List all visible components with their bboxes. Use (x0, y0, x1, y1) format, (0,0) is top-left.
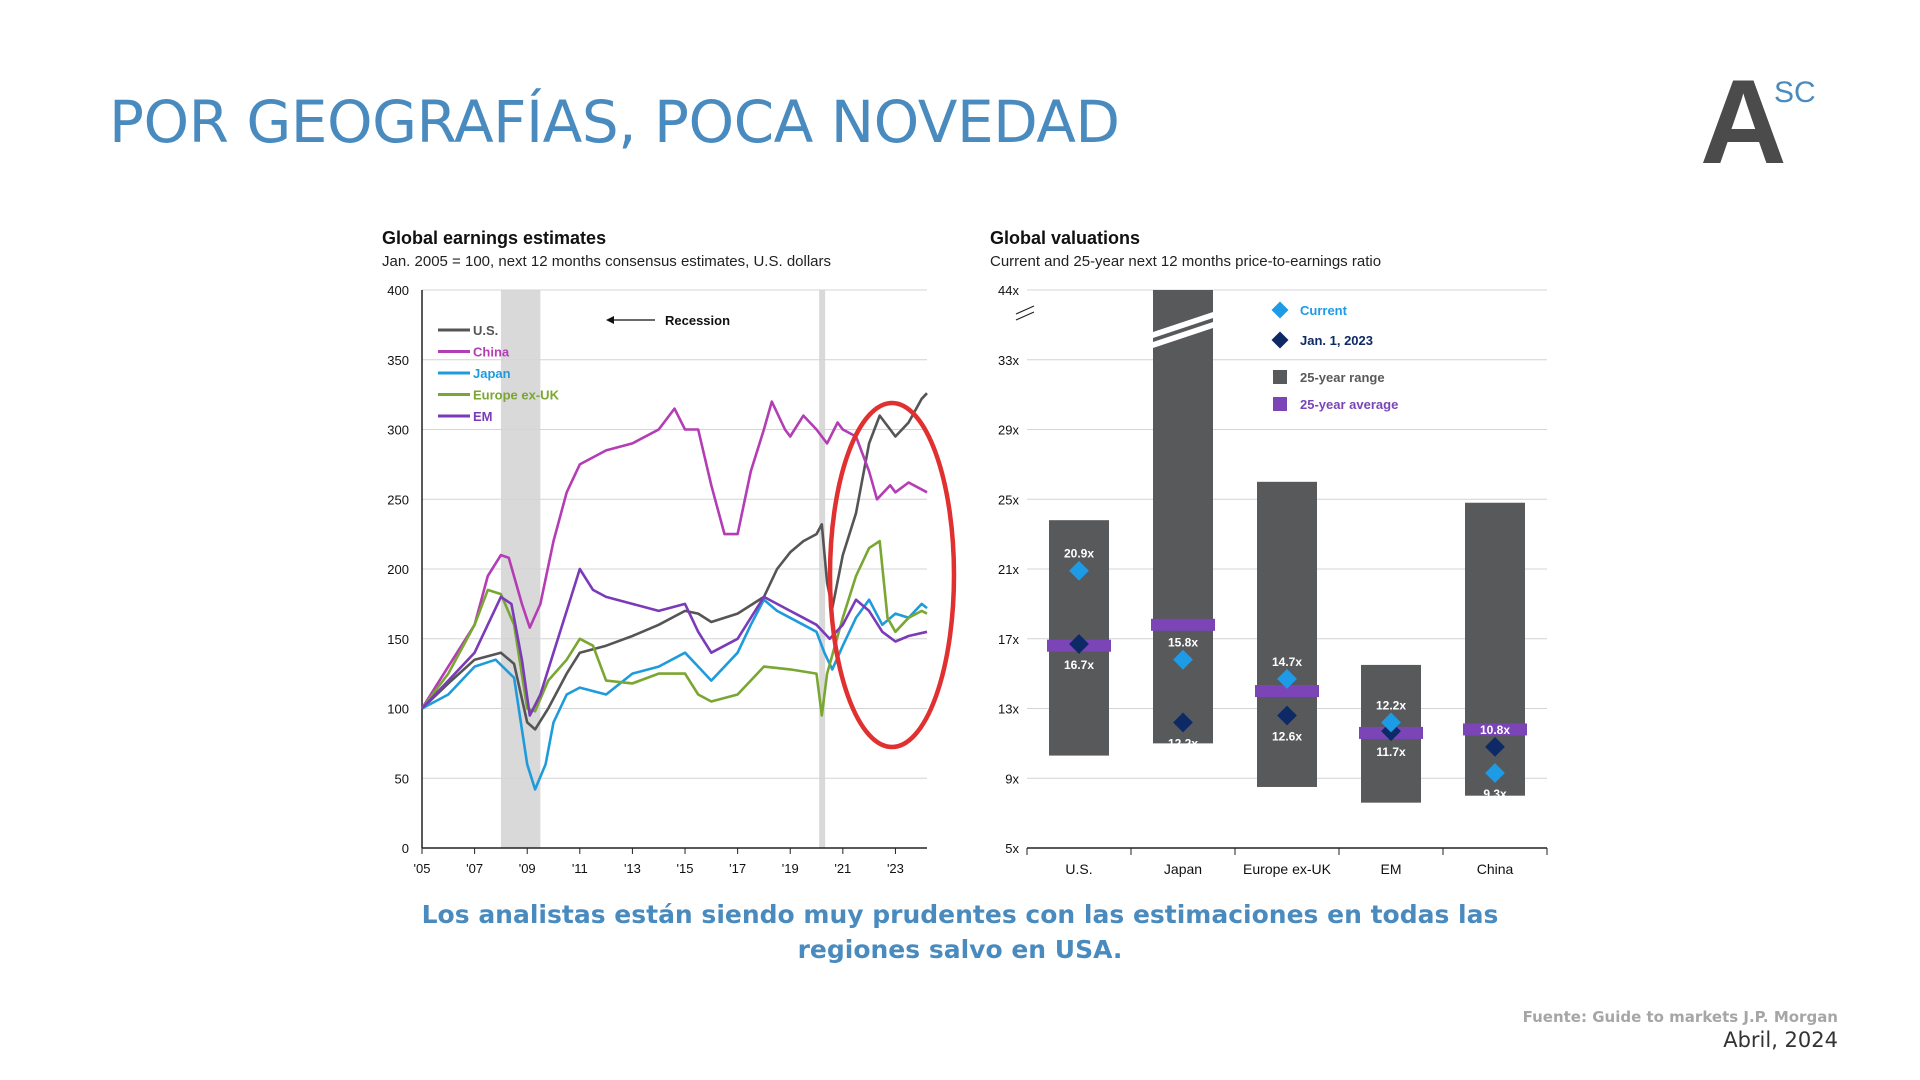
legend-jan2023-label: Jan. 1, 2023 (1300, 333, 1373, 348)
x-tick-label: '13 (624, 861, 641, 876)
y-tick-label: 350 (387, 353, 409, 368)
jan2023-marker-1 (1173, 712, 1193, 733)
earnings-chart-title: Global earnings estimates (382, 228, 607, 248)
earnings-chart-subtitle: Jan. 2005 = 100, next 12 months consensu… (382, 253, 832, 270)
legend-label-europe: Europe ex-UK (473, 388, 560, 403)
valuations-chart-title: Global valuations (990, 228, 1141, 248)
report-date: Abril, 2024 (1723, 1028, 1838, 1052)
legend-label-china: China (473, 345, 510, 360)
current-label-0: 20.9x (1064, 547, 1094, 561)
x-tick-label: '09 (519, 861, 536, 876)
jan2023-label-3: 11.7x (1376, 745, 1406, 759)
current-label-1: 15.8x (1168, 636, 1198, 650)
axis-break-mark (1015, 311, 1035, 321)
legend-label-japan: Japan (473, 366, 511, 381)
y-tick-label: 44x (998, 283, 1019, 298)
annotation-arrow-head (606, 316, 614, 324)
jan2023-marker-2 (1277, 705, 1297, 726)
current-label-2: 14.7x (1272, 655, 1302, 669)
bar-break-mark (1153, 312, 1213, 338)
jan2023-marker-4 (1485, 736, 1505, 757)
slide-caption: Los analistas están siendo muy prudentes… (421, 900, 1499, 964)
category-label-4: China (1477, 861, 1514, 877)
slide-title: POR GEOGRAFÍAS, POCA NOVEDAD (109, 88, 1120, 156)
logo-superscript: SC (1774, 76, 1816, 109)
y-tick-label: 400 (387, 283, 409, 298)
y-tick-label: 50 (395, 771, 409, 786)
series-line-us (421, 392, 928, 731)
x-tick-label: '15 (677, 861, 694, 876)
x-tick-label: '05 (414, 861, 431, 876)
category-label-1: Japan (1164, 861, 1202, 877)
y-tick-label: 25x (998, 492, 1019, 507)
range-bar-1 (1153, 290, 1213, 744)
jan2023-label-2: 12.6x (1272, 729, 1302, 743)
recession-annotation: Recession (665, 313, 730, 328)
series-line-europe (420, 539, 928, 717)
logo-letter: A (1700, 55, 1787, 189)
legend-average-icon (1273, 397, 1287, 411)
legend-average-label: 25-year average (1300, 397, 1398, 412)
y-tick-label: 13x (998, 702, 1019, 717)
legend-current-label: Current (1300, 303, 1348, 318)
y-tick-label: 29x (998, 423, 1019, 438)
valuations-chart-subtitle: Current and 25-year next 12 months price… (990, 253, 1382, 270)
jan2023-label-0: 16.7x (1064, 658, 1094, 672)
legend-label-em: EM (473, 409, 493, 424)
earnings-chart: 0 50 100 150 200 250 300 350 400 '05 '07 '09 '11 '13 '… (387, 283, 957, 876)
current-label-4: 9.3x (1483, 787, 1507, 801)
y-tick-label: 200 (387, 562, 409, 577)
average-mark-2 (1255, 685, 1319, 698)
x-tick-label: '23 (887, 861, 904, 876)
bar-break-mark (1153, 322, 1213, 348)
current-marker-0 (1069, 560, 1089, 581)
x-tick-label: '11 (572, 861, 588, 876)
y-tick-label: 300 (387, 423, 409, 438)
legend-range-label: 25-year range (1300, 370, 1385, 385)
jan2023-label-1: 12.2x (1168, 736, 1198, 750)
legend-label-us: U.S. (473, 323, 498, 338)
axis-break-mark (1015, 305, 1035, 315)
category-label-2: Europe ex-UK (1243, 861, 1332, 877)
legend-current-icon (1271, 301, 1289, 319)
x-tick-label: '21 (834, 861, 851, 876)
y-tick-label: 250 (387, 492, 409, 507)
series-line-em (421, 567, 928, 717)
y-tick-label: 9x (1005, 771, 1019, 786)
category-label-3: EM (1381, 861, 1402, 877)
range-bar-2 (1257, 481, 1317, 787)
y-tick-label: 5x (1005, 841, 1019, 856)
average-mark-1 (1151, 618, 1215, 631)
current-marker-2 (1277, 668, 1297, 689)
jan2023-label-4: 10.8x (1480, 723, 1510, 737)
series-line-japan (421, 598, 928, 791)
highlight-circle (827, 400, 957, 750)
x-tick-label: '07 (466, 861, 483, 876)
valuations-chart: 5x 9x 13x 17x 21x 25x 29x 33x 44x 20.9x 16.7x U.S. 1… (998, 283, 1548, 877)
source-note: Fuente: Guide to markets J.P. Morgan (1522, 1008, 1838, 1026)
x-tick-label: '17 (729, 861, 746, 876)
current-marker-4 (1485, 763, 1505, 783)
company-logo: A SC (1700, 55, 1830, 189)
jan2023-marker-0 (1069, 634, 1089, 654)
y-tick-label: 21x (998, 562, 1019, 577)
y-tick-label: 33x (998, 353, 1019, 368)
current-label-3: 12.2x (1376, 698, 1406, 712)
y-tick-label: 100 (387, 702, 409, 717)
average-mark-4 (1463, 723, 1527, 736)
x-tick-label: '19 (782, 861, 799, 876)
current-marker-3 (1381, 712, 1401, 733)
legend-range-icon (1273, 370, 1287, 384)
current-marker-1 (1173, 649, 1193, 670)
y-tick-label: 0 (402, 841, 409, 856)
y-tick-label: 17x (998, 632, 1019, 647)
category-label-0: U.S. (1065, 861, 1092, 877)
y-tick-label: 150 (387, 632, 409, 647)
legend-jan2023-icon (1271, 331, 1289, 349)
